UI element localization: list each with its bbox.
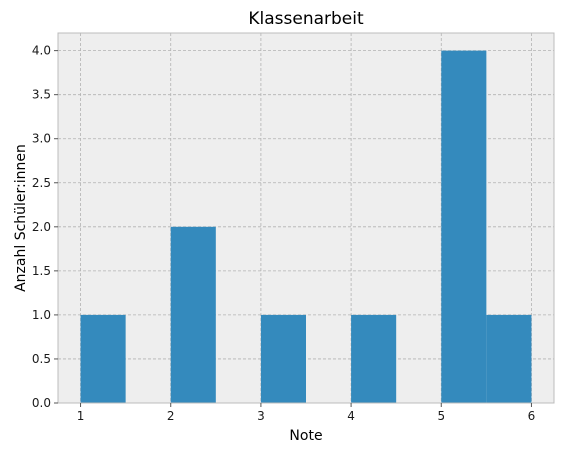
y-tick-label: 0.0 bbox=[32, 396, 51, 410]
chart-title: Klassenarbeit bbox=[248, 9, 364, 29]
grid-lines bbox=[58, 33, 554, 404]
histogram-bar bbox=[486, 314, 532, 403]
y-tick-label: 4.0 bbox=[32, 44, 51, 58]
histogram-bar bbox=[170, 226, 216, 403]
x-tick-label: 3 bbox=[257, 409, 265, 423]
y-tick-label: 2.5 bbox=[32, 176, 51, 190]
x-tick-label: 4 bbox=[347, 409, 355, 423]
y-tick-label: 3.5 bbox=[32, 88, 51, 102]
y-tick-label: 0.5 bbox=[32, 352, 51, 366]
y-axis-label: Anzahl Schüler:innen bbox=[13, 144, 29, 292]
x-tick-label: 5 bbox=[437, 409, 445, 423]
x-axis-label: Note bbox=[289, 428, 322, 444]
y-tick-label: 3.0 bbox=[32, 132, 51, 146]
y-tick-label: 2.0 bbox=[32, 220, 51, 234]
x-tick-label: 6 bbox=[528, 409, 536, 423]
bars-group bbox=[80, 50, 532, 403]
histogram-bar bbox=[80, 314, 126, 403]
x-tick-label: 1 bbox=[77, 409, 85, 423]
histogram-bar bbox=[441, 50, 487, 403]
y-tick-label: 1.5 bbox=[32, 264, 51, 278]
x-tick-label: 2 bbox=[167, 409, 175, 423]
y-tick-label: 1.0 bbox=[32, 308, 51, 322]
plot-frame bbox=[57, 32, 555, 404]
y-ticks: 0.0 0.5 1.0 1.5 2.0 2.5 3.0 3.5 4.0 bbox=[32, 44, 58, 410]
histogram-bar bbox=[260, 314, 306, 403]
histogram-bar bbox=[351, 314, 397, 403]
x-ticks: 1 2 3 4 5 6 bbox=[77, 403, 536, 423]
